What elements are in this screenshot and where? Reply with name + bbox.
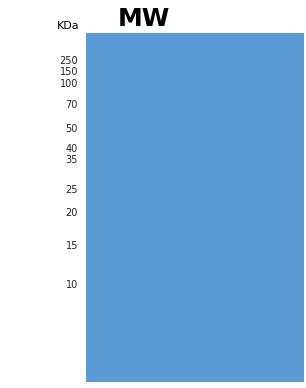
Ellipse shape [125, 187, 164, 193]
Text: 50: 50 [66, 125, 78, 134]
Ellipse shape [126, 243, 163, 249]
Text: MW: MW [118, 7, 170, 31]
Text: 70: 70 [66, 100, 78, 110]
Text: 10: 10 [66, 280, 78, 290]
Ellipse shape [124, 210, 165, 217]
Text: 20: 20 [66, 208, 78, 218]
Text: 150: 150 [60, 67, 78, 77]
Ellipse shape [123, 69, 166, 75]
Text: 250: 250 [59, 56, 78, 66]
Text: 25: 25 [65, 185, 78, 195]
Ellipse shape [124, 158, 165, 163]
Text: 35: 35 [66, 156, 78, 165]
Ellipse shape [123, 81, 166, 87]
Ellipse shape [181, 280, 220, 290]
Text: 100: 100 [60, 79, 78, 89]
Text: KDa: KDa [57, 21, 80, 31]
Ellipse shape [124, 146, 165, 152]
Ellipse shape [125, 102, 164, 108]
Ellipse shape [123, 58, 166, 64]
Ellipse shape [124, 281, 165, 289]
Text: 15: 15 [66, 241, 78, 251]
Ellipse shape [123, 126, 166, 133]
Text: 40: 40 [66, 144, 78, 154]
